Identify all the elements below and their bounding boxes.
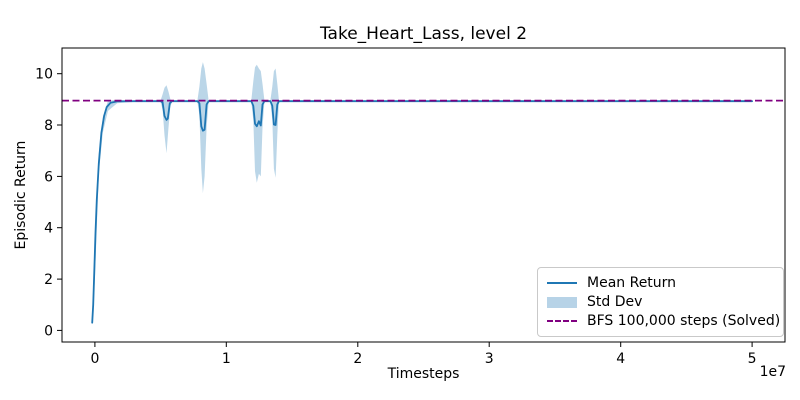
x-tick-label: 0	[90, 351, 99, 367]
x-tick-label: 2	[353, 351, 362, 367]
y-tick-label: 10	[35, 67, 53, 83]
y-tick-label: 6	[44, 169, 53, 185]
x-tick-label: 5	[748, 351, 757, 367]
x-tick-label: 3	[485, 351, 494, 367]
legend: Mean Return Std Dev BFS 100,000 steps (S…	[537, 267, 784, 337]
legend-item-std-dev: Std Dev	[547, 293, 774, 311]
x-tick-label: 1	[222, 351, 231, 367]
y-tick-label: 4	[44, 221, 53, 237]
mean-return-line-swatch	[547, 282, 577, 284]
std-dev-patch-swatch	[547, 296, 577, 308]
chart-title: Take_Heart_Lass, level 2	[319, 24, 528, 44]
legend-label: Mean Return	[587, 275, 677, 291]
bfs-dashed-line-swatch	[547, 320, 577, 322]
axes-spines	[61, 47, 786, 343]
legend-item-bfs: BFS 100,000 steps (Solved)	[547, 312, 780, 330]
std-dev-band	[92, 62, 753, 324]
legend-label: Std Dev	[587, 294, 643, 310]
legend-label: BFS 100,000 steps (Solved)	[587, 313, 781, 329]
y-tick-label: 0	[44, 323, 53, 339]
mean-return-line	[91, 100, 753, 324]
y-tick-label: 2	[44, 272, 53, 288]
x-axis-label: Timesteps	[387, 366, 460, 382]
legend-item-mean-return: Mean Return	[547, 274, 774, 292]
y-axis-label: Episodic Return	[13, 140, 29, 250]
x-axis-offset-label: 1e7	[759, 364, 786, 380]
y-tick-label: 8	[44, 118, 53, 134]
x-tick-label: 4	[616, 351, 625, 367]
